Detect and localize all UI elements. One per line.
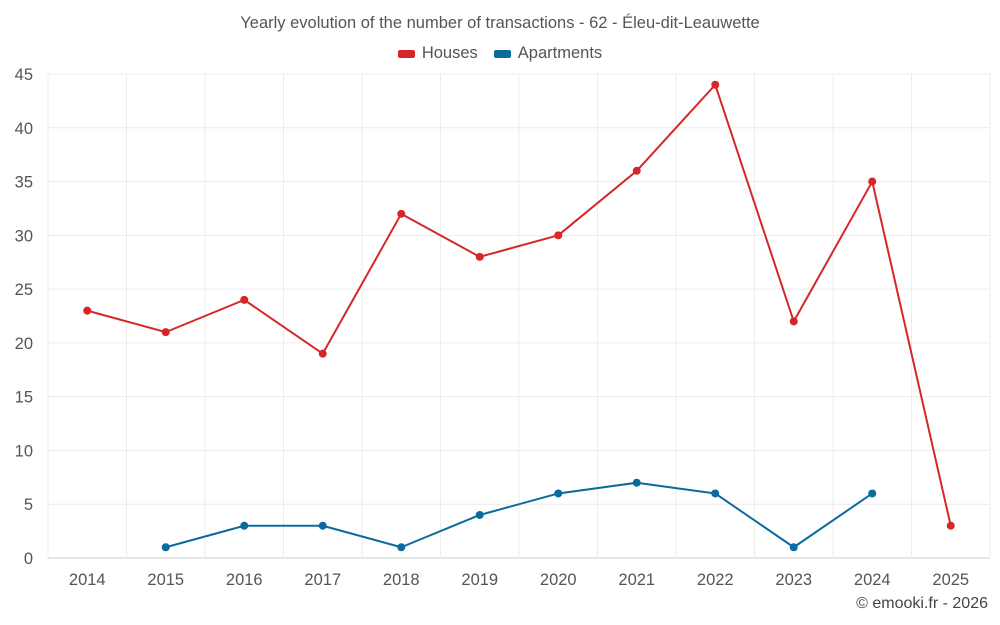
x-tick-label: 2019 — [461, 571, 498, 589]
x-tick-label: 2015 — [147, 571, 184, 589]
legend-swatch-apartments — [493, 49, 511, 58]
data-point-houses — [868, 177, 877, 186]
x-tick-label: 2018 — [383, 571, 420, 589]
legend-swatch-houses — [397, 49, 415, 58]
data-point-houses — [789, 317, 798, 326]
x-tick-label: 2020 — [540, 571, 577, 589]
x-tick-label: 2024 — [854, 571, 891, 589]
data-point-houses — [240, 295, 249, 304]
legend-item-houses[interactable]: Houses — [397, 44, 478, 63]
data-point-houses — [318, 349, 327, 358]
data-point-apartments — [475, 510, 484, 519]
data-point-apartments — [397, 543, 406, 552]
legend-label-apartments: Apartments — [517, 44, 603, 62]
data-point-apartments — [240, 521, 249, 530]
data-point-apartments — [868, 489, 877, 498]
data-point-houses — [711, 80, 720, 89]
x-tick-label: 2023 — [775, 571, 812, 589]
y-tick-label: 45 — [15, 66, 33, 84]
data-point-apartments — [161, 543, 170, 552]
data-point-houses — [161, 328, 170, 337]
data-point-apartments — [632, 478, 641, 487]
y-tick-label: 15 — [15, 389, 33, 407]
legend-label-houses: Houses — [421, 44, 478, 62]
series-line-houses — [86, 83, 952, 526]
x-tick-label: 2025 — [932, 571, 969, 589]
data-point-houses — [83, 306, 92, 315]
x-tick-label: 2016 — [226, 571, 263, 589]
data-point-apartments — [554, 489, 563, 498]
chart-title: Yearly evolution of the number of transa… — [240, 14, 760, 32]
x-tick-label: 2017 — [304, 571, 341, 589]
data-point-houses — [946, 521, 955, 530]
y-tick-label: 10 — [15, 442, 33, 460]
y-tick-label: 20 — [15, 335, 33, 353]
y-tick-label: 0 — [24, 550, 33, 568]
x-tick-label: 2014 — [69, 571, 106, 589]
y-tick-label: 35 — [15, 174, 33, 192]
data-point-houses — [397, 209, 406, 218]
y-tick-label: 30 — [15, 227, 33, 245]
data-point-apartments — [318, 521, 327, 530]
series-line-apartments — [165, 481, 873, 549]
data-point-houses — [475, 252, 484, 261]
data-point-apartments — [789, 543, 798, 552]
x-tick-label: 2021 — [618, 571, 655, 589]
x-tick-label: 2022 — [697, 571, 734, 589]
y-tick-label: 40 — [15, 120, 33, 138]
copyright-credit: © emooki.fr - 2026 — [856, 595, 988, 612]
y-tick-label: 25 — [15, 281, 33, 299]
data-point-houses — [632, 166, 641, 175]
data-point-apartments — [711, 489, 720, 498]
data-point-houses — [554, 231, 563, 240]
y-tick-label: 5 — [24, 496, 33, 514]
legend-item-apartments[interactable]: Apartments — [493, 44, 603, 63]
legend: Houses Apartments — [0, 44, 1000, 63]
